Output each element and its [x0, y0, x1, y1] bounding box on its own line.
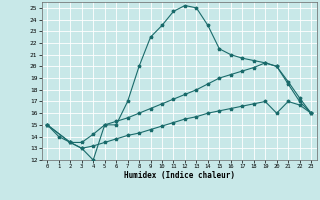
X-axis label: Humidex (Indice chaleur): Humidex (Indice chaleur) [124, 171, 235, 180]
